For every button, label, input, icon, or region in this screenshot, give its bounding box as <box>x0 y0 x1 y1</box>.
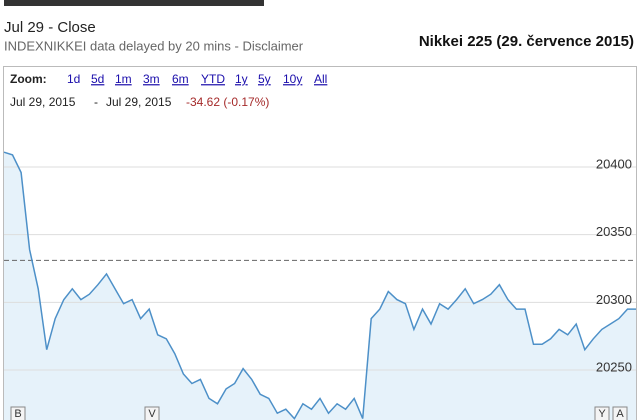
news-flag[interactable] <box>144 406 160 420</box>
news-flag[interactable] <box>10 406 26 420</box>
plot: 20250 20300 20350 20400 B V Y A <box>3 151 636 420</box>
y-tick-label: 20300 <box>596 292 632 307</box>
news-flag-label: V <box>148 408 156 420</box>
zoom-option[interactable]: YTD <box>201 72 225 86</box>
news-flag-label: Y <box>598 408 606 420</box>
zoom-option[interactable]: 1m <box>115 72 132 86</box>
zoom-option[interactable]: 5d <box>91 72 104 86</box>
zoom-option[interactable]: 10y <box>283 72 302 86</box>
status: Jul 29 - Close <box>4 19 96 36</box>
news-flag-label: B <box>14 408 21 420</box>
news-flag[interactable] <box>612 406 628 420</box>
zoom-option[interactable]: 6m <box>172 72 189 86</box>
range-start: Jul 29, 2015 <box>10 95 76 109</box>
range-end: Jul 29, 2015 <box>106 95 172 109</box>
y-tick-label: 20400 <box>596 156 632 171</box>
zoom-option[interactable]: All <box>314 72 327 86</box>
zoom-option[interactable]: 1d <box>67 72 80 86</box>
area <box>4 152 636 420</box>
zoom-label: Zoom: <box>10 72 47 86</box>
y-tick-label: 20350 <box>596 224 632 239</box>
zoom-option[interactable]: 5y <box>258 72 271 86</box>
source: INDEXNIKKEI data delayed by 20 mins - Di… <box>4 38 304 53</box>
title: Nikkei 225 (29. července 2015) <box>419 33 634 50</box>
news-flag[interactable] <box>594 406 610 420</box>
cut-price <box>4 0 264 6</box>
zoom-option[interactable]: 1y <box>235 72 248 86</box>
y-tick-label: 20250 <box>596 359 632 374</box>
range-sep: - <box>94 95 98 109</box>
zoom-option[interactable]: 3m <box>143 72 160 86</box>
price-line <box>3 151 636 420</box>
zoom-bar: 1d 5d 1m 3m 6m YTD 1y 5y 10y All <box>67 72 327 86</box>
news-flag-label: A <box>616 408 624 420</box>
change: -34.62 (-0.17%) <box>186 95 269 109</box>
